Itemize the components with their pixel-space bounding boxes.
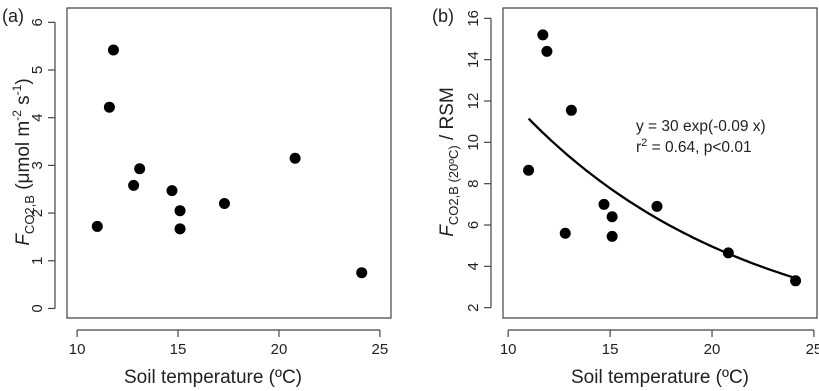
panel-b: (b) 10 15 20 25 2 4 6 8 10 12 14 16 y = 30 exp(-0.… [432,6,819,388]
panel-b-y-tick-label-4: 4 [465,262,482,270]
panel-a-point-6 [166,185,178,197]
panel-b-point-2 [537,29,549,41]
panel-a-point-11 [356,267,368,279]
panel-a-x-ticks: 10 15 20 25 [69,330,388,358]
panel-b-point-11 [790,275,802,287]
panel-b-y-rest: / RSM [437,87,458,145]
panel-b-label: (b) [432,6,454,26]
panel-b-y-tick-label-8: 8 [465,179,482,187]
panel-a-point-10 [289,152,301,164]
panel-a-y-tick-label-2: 2 [29,209,46,217]
panel-a-point-1 [91,220,103,232]
panel-b-y-tick-label-14: 14 [465,51,482,68]
panel-b-x-tick-label-15: 15 [602,341,619,358]
panel-b-equation: y = 30 exp(-0.09 x) [636,118,766,135]
panel-b-x-ticks: 10 15 20 25 [500,330,819,358]
panel-a-x-axis-title: Soil temperature (ºC) [124,367,302,388]
panel-a-y-ticks: 0 1 2 3 4 5 6 [29,18,55,313]
panel-b-x-tick-label-10: 10 [500,341,517,358]
panel-b-stats-sup: 2 [641,137,647,149]
panel-b-x-tick-label-25: 25 [806,341,819,358]
panel-a-x-tick-label-20: 20 [271,341,288,358]
panel-a-y-rest: (μmol m [13,121,34,195]
panel-a-y-mid: s [13,95,34,110]
panel-b-y-tick-label-16: 16 [465,10,482,27]
panel-a-point-9 [218,198,230,210]
panel-b-y-tick-label-10: 10 [465,134,482,151]
panel-a-y-sub: CO2,B [22,195,37,234]
panel-a: (a) 10 15 20 25 0 1 2 3 4 5 6 Soil temperature (º… [2,6,392,388]
panel-b-y-tick-label-2: 2 [465,303,482,311]
panel-a-y-tick-label-0: 0 [29,304,46,312]
panel-b-point-5 [565,104,577,116]
panel-a-y-end: ) [13,78,34,84]
panel-b-point-8 [606,230,618,242]
panel-a-y-sup2: -1 [10,84,24,95]
panel-a-x-tick-label-15: 15 [170,341,187,358]
panel-b-y-tick-label-6: 6 [465,221,482,229]
panel-a-y-tick-label-3: 3 [29,161,46,169]
panel-a-point-3 [107,44,119,56]
panel-a-point-5 [134,163,146,175]
panel-a-y-tick-label-1: 1 [29,257,46,265]
panel-b-point-1 [523,164,535,176]
panel-b-point-3 [541,45,553,57]
panel-a-points [91,44,368,279]
panel-a-point-8 [174,223,186,235]
panel-b-y-main: F [437,224,458,237]
panel-b-point-7 [606,211,618,223]
panel-a-y-axis-title: FCO2,B (μmol m-2 s-1) [10,78,37,245]
panel-a-point-2 [103,101,115,113]
panel-b-point-4 [559,227,571,239]
panel-a-x-tick-label-25: 25 [372,341,389,358]
panel-a-y-tick-label-4: 4 [29,114,46,122]
panel-a-y-tick-label-5: 5 [29,66,46,74]
panel-b-y-sub: CO2,B (20ºC) [446,145,461,225]
panel-b-x-axis-title: Soil temperature (ºC) [571,367,749,388]
panel-b-frame [502,7,818,319]
panel-b-stats-r: r [636,139,641,156]
panel-a-y-tick-label-6: 6 [29,18,46,26]
panel-a-y-sup1: -2 [10,110,24,121]
panel-b-points [523,29,802,287]
panel-a-point-7 [174,205,186,217]
panel-b-y-tick-label-12: 12 [465,93,482,110]
panel-a-y-main: F [13,233,34,246]
panel-b-fit-curve [527,117,796,280]
panel-a-point-4 [128,179,140,191]
panel-b-x-tick-label-20: 20 [704,341,721,358]
panel-b-y-axis-title: FCO2,B (20ºC) / RSM [437,87,461,237]
panel-b-point-10 [722,247,734,259]
panel-a-label: (a) [2,6,24,26]
panel-b-y-ticks: 2 4 6 8 10 12 14 16 [465,10,491,312]
panel-a-x-tick-label-10: 10 [69,341,86,358]
panel-b-stats: r2 = 0.64, p<0.01 [636,137,752,156]
panel-b-stats-rest: = 0.64, p<0.01 [647,139,751,156]
panel-a-frame [66,7,392,319]
panel-b-point-6 [598,198,610,210]
panel-b-point-9 [651,200,663,212]
